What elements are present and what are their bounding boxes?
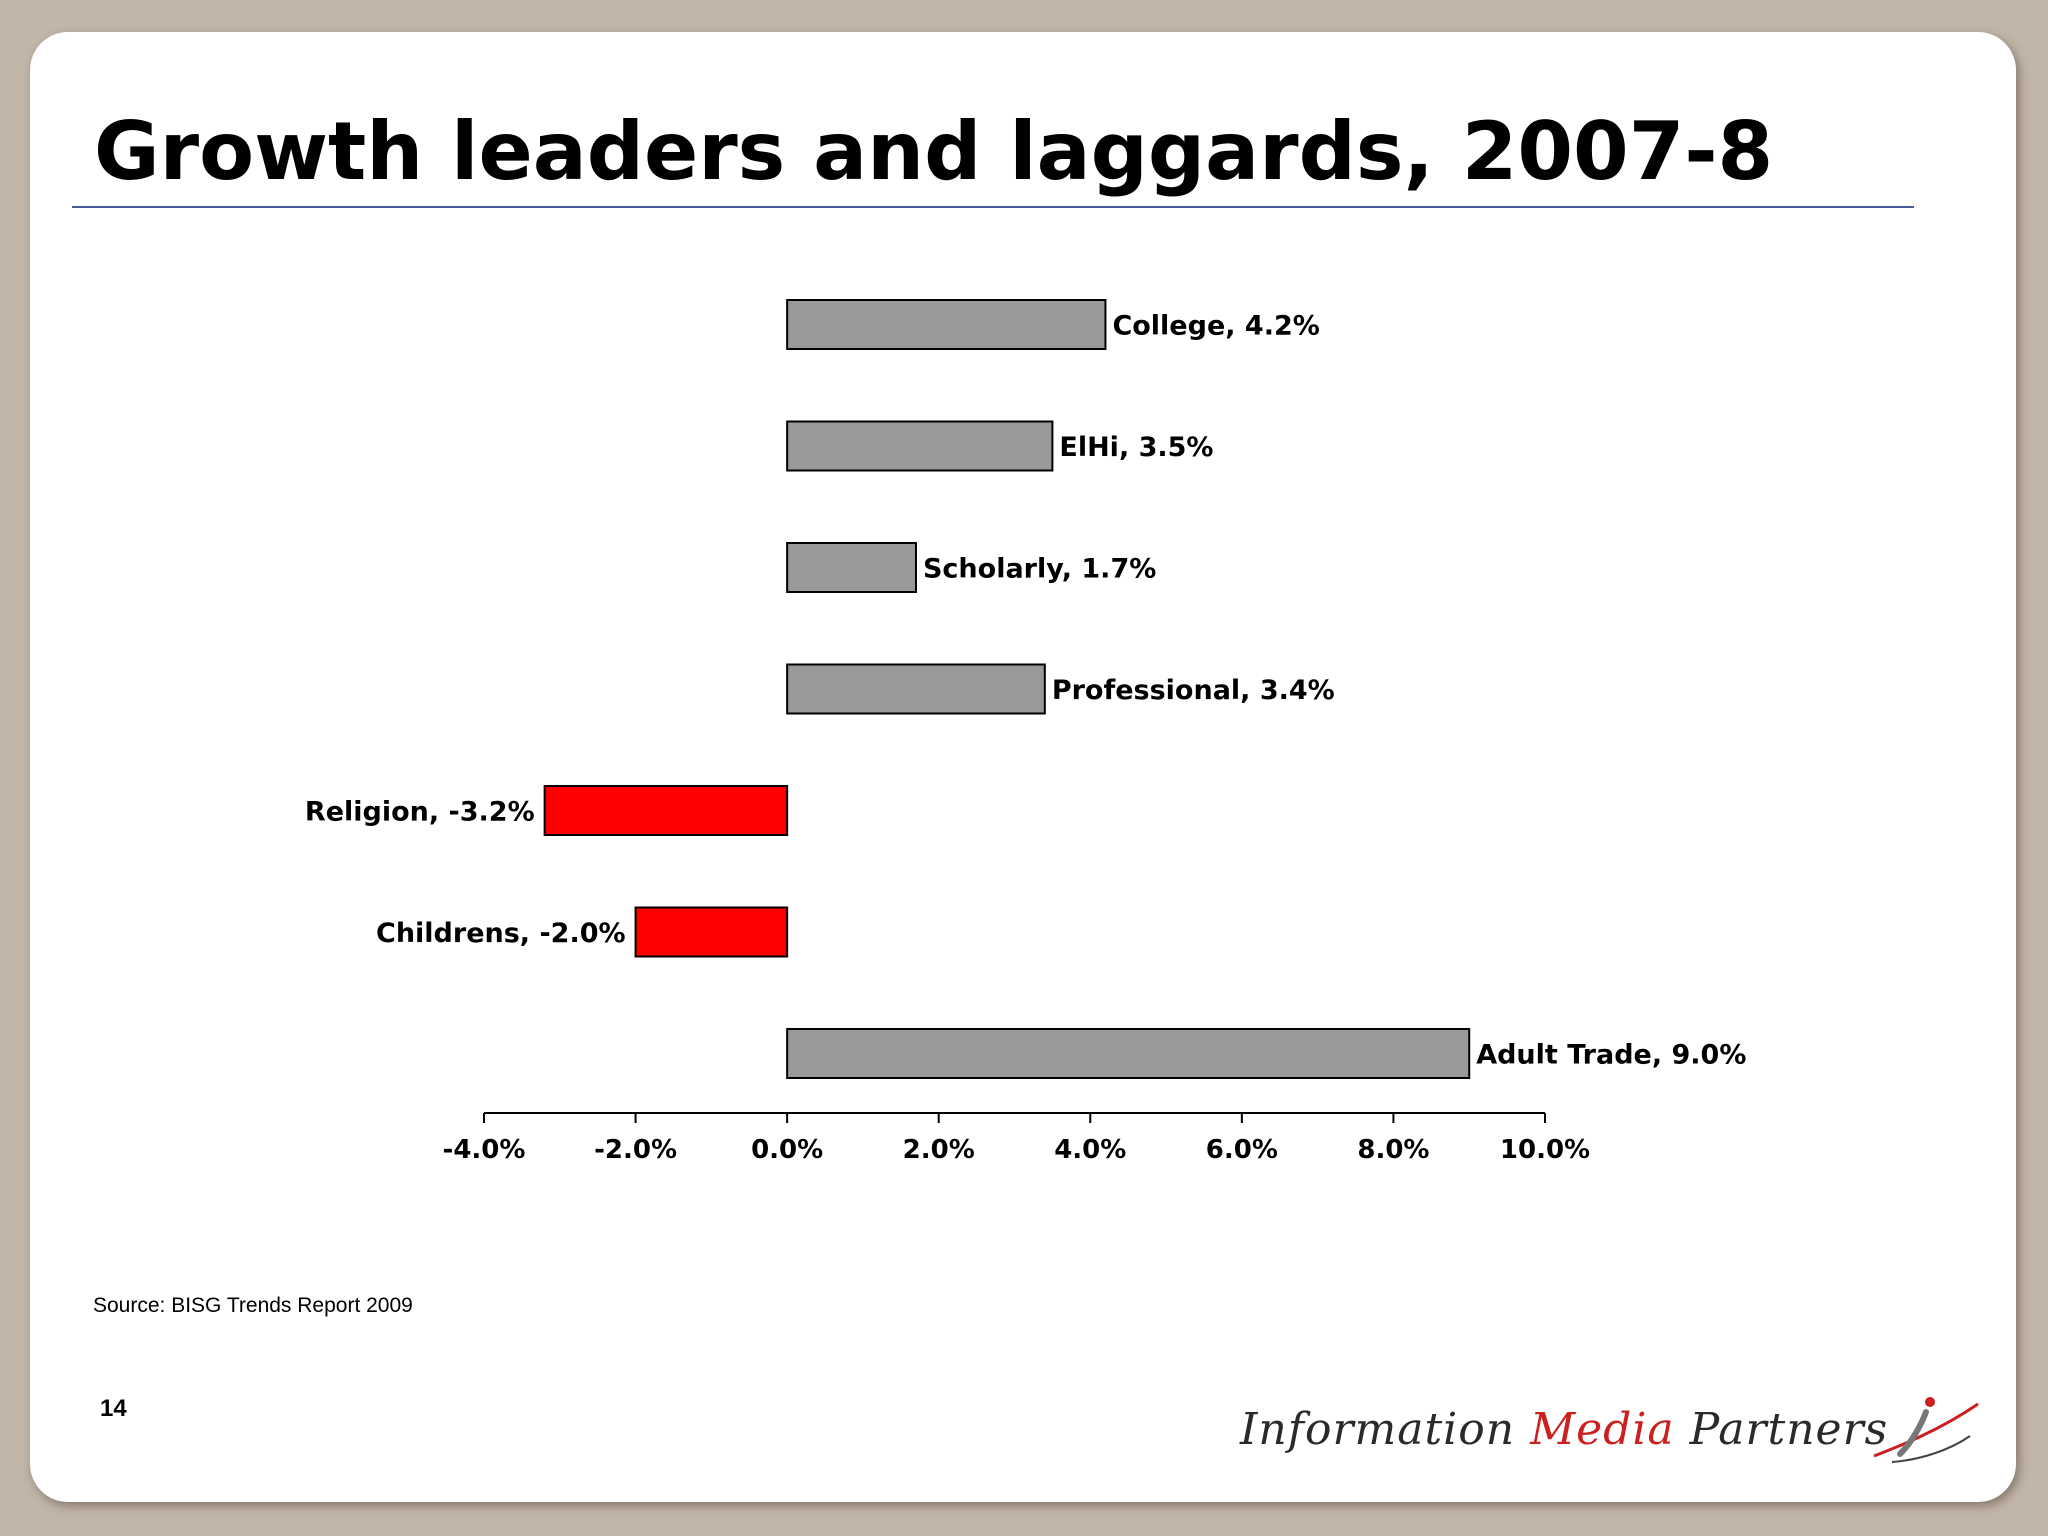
company-logo: Information Media Partners [1240, 1390, 2000, 1470]
bar-college [786, 299, 1107, 350]
data-label-religion: Religion, -3.2% [305, 797, 535, 828]
bar-adult-trade [786, 1028, 1471, 1079]
slide [30, 32, 2016, 1502]
x-tick-label: -2.0% [594, 1135, 677, 1165]
bar-scholarly [786, 542, 917, 593]
x-tick-label: 2.0% [903, 1135, 975, 1165]
bar-elhi [786, 420, 1054, 472]
x-tick-label: 4.0% [1054, 1135, 1126, 1165]
chart-data-labels: College, 4.2% ElHi, 3.5% Scholarly, 1.7% Pr… [305, 311, 1746, 1071]
bar-religion [543, 785, 789, 836]
source-note: Source: BISG Trends Report 2009 [93, 1294, 413, 1317]
data-label-scholarly: Scholarly, 1.7% [923, 554, 1156, 585]
bar-childrens [634, 906, 789, 958]
bar-professional [786, 663, 1046, 715]
logo-word-information: Information [1240, 1404, 1516, 1455]
page-number: 14 [100, 1395, 127, 1422]
data-label-college: College, 4.2% [1112, 311, 1319, 342]
data-label-professional: Professional, 3.4% [1052, 675, 1335, 706]
page-title: Growth leaders and laggards, 2007-8 [94, 105, 1774, 198]
logo-word-media: Media [1530, 1404, 1675, 1455]
x-tick-label: 10.0% [1500, 1135, 1590, 1165]
swoosh-i-icon [1873, 1397, 1979, 1463]
chart-bars [543, 299, 1471, 1079]
x-tick-label: 0.0% [751, 1135, 823, 1165]
x-tick-label: 6.0% [1206, 1135, 1278, 1165]
data-label-childrens: Childrens, -2.0% [376, 918, 626, 949]
data-label-adult-trade: Adult Trade, 9.0% [1476, 1040, 1746, 1071]
data-label-elhi: ElHi, 3.5% [1059, 432, 1213, 463]
x-tick-label: -4.0% [443, 1135, 526, 1165]
x-axis: -4.0% -2.0% 0.0% 2.0% 4.0% 6.0% 8.0% 10.0% [443, 1112, 1590, 1165]
x-tick-label: 8.0% [1357, 1135, 1429, 1165]
title-divider [72, 206, 1914, 208]
logo-word-partners: Partners [1689, 1404, 1889, 1455]
logo-wordmark: Information Media Partners [1240, 1404, 1888, 1455]
